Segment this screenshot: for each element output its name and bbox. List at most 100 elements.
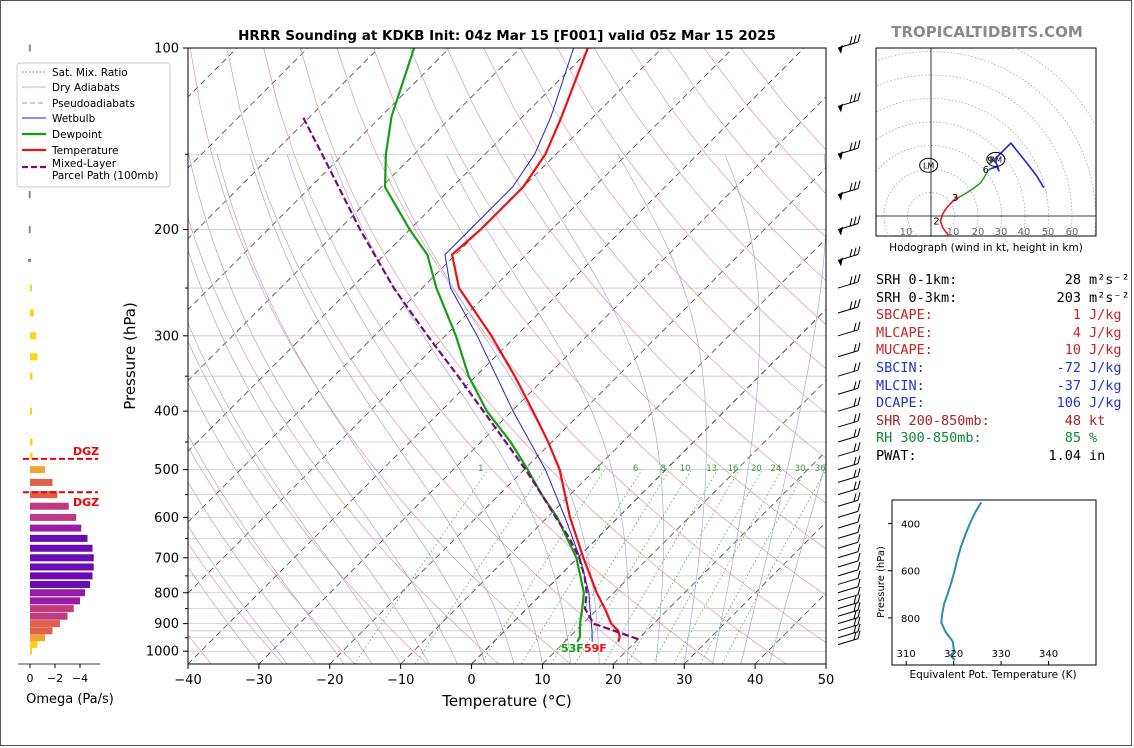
mixing-ratio-label: 1: [478, 464, 483, 474]
wind-barb: [837, 602, 861, 617]
wind-barb-feather: [857, 570, 861, 579]
index-unit: in: [1089, 447, 1106, 464]
wind-barb-feather: [849, 276, 853, 285]
omega-tick-label: −4: [72, 672, 88, 685]
omega-bar: [28, 44, 31, 52]
profile-line-mixed-layer-parcel-path-mb-: [301, 116, 639, 641]
x-tick-label: 10: [534, 673, 551, 688]
index-label: MUCAPE:: [876, 342, 933, 359]
theta-e-y-tick-label: 800: [901, 614, 920, 625]
index-value: 1: [1072, 307, 1081, 324]
wind-barb-feather: [853, 93, 857, 102]
wind-barb-feather: [857, 427, 861, 437]
wind-barb-pennant: [838, 226, 843, 236]
wind-barb-feather: [857, 552, 861, 562]
hodograph-ring-label: 10: [947, 227, 960, 238]
index-unit: %: [1089, 430, 1098, 447]
isotherm-line: [188, 48, 309, 169]
wind-barb: [837, 380, 861, 395]
dry-adiabat-line: [336, 48, 826, 643]
index-value: 85: [1064, 430, 1081, 447]
mixing-ratio-label: 24: [770, 464, 781, 474]
legend-label: Pseudoadiabats: [52, 98, 135, 110]
y-tick-label: 700: [154, 551, 179, 566]
index-unit: J/kg: [1089, 377, 1122, 394]
index-unit: J/kg: [1089, 342, 1122, 359]
wind-barb: [837, 427, 861, 443]
surface-dewpoint-label: 53F: [561, 642, 584, 655]
moist-adiabat-line: [217, 154, 486, 664]
moist-adiabat-line: [740, 154, 826, 664]
wind-barb-staff: [837, 631, 859, 639]
dry-adiabat-line: [446, 48, 826, 504]
wind-barb-staff: [837, 531, 859, 539]
profile-line-dewpoint: [383, 48, 585, 643]
sounding-indices: SRH 0-1km: 28 m²s⁻² SRH 0-3km: 203 m²s⁻² SBCAP…: [876, 272, 1130, 466]
wind-barb-feather: [857, 180, 861, 189]
wind-barb-feather: [853, 595, 857, 604]
omega-panel: DGZ DGZ 0 −2 −4: [18, 44, 100, 685]
y-tick-label: 300: [154, 329, 179, 344]
omega-bar: [30, 620, 60, 628]
moist-adiabat-line: [712, 154, 760, 664]
wind-barb-feather: [857, 543, 861, 552]
wind-barb-feather: [857, 602, 861, 611]
omega-bar: [30, 524, 82, 532]
x-tick-label: 20: [605, 673, 622, 688]
index-value: 28: [1064, 272, 1081, 288]
index-label: RH 300-850mb:: [876, 430, 982, 447]
dry-adiabat-line: [483, 48, 826, 459]
wind-barb-staff: [837, 577, 859, 585]
hodograph-caption: Hodograph (wind in kt, height in km): [889, 242, 1083, 254]
wind-barb-feather: [857, 616, 861, 625]
wind-barb-feather: [857, 623, 861, 632]
legend-label: Sat. Mix. Ratio: [52, 67, 128, 79]
dry-adiabat-line: [188, 446, 356, 664]
wind-barb-feather: [853, 141, 857, 150]
dgz-label: DGZ: [73, 496, 99, 509]
wind-barb: [837, 298, 861, 314]
isotherm-line: [188, 48, 663, 523]
mixing-ratio-label: 13: [706, 464, 717, 474]
wind-barb-pennant: [838, 257, 843, 267]
omega-x-axis-label: Omega (Pa/s): [26, 692, 114, 707]
wind-barb-staff: [837, 387, 859, 395]
wind-barb-staff: [837, 521, 859, 529]
mixing-ratio-label: 30: [795, 464, 806, 474]
x-tick-label: −30: [245, 673, 272, 688]
omega-bar: [30, 612, 68, 620]
wind-barb-feather: [853, 493, 857, 502]
dry-adiabat-line: [188, 340, 428, 664]
wind-barb-feather: [857, 33, 861, 43]
wind-barb-staff: [837, 617, 859, 625]
wind-barb-staff: [837, 350, 859, 358]
moist-adiabat-line: [188, 382, 373, 664]
wind-barb: [837, 561, 861, 577]
wind-barb-feather: [857, 492, 861, 501]
wind-barb-feather: [857, 455, 861, 464]
wind-barb: [837, 524, 861, 539]
wind-barb-feather: [853, 216, 857, 225]
x-tick-label: −20: [316, 673, 343, 688]
wind-barb-feather: [849, 142, 853, 151]
wind-barb-feather: [857, 412, 861, 422]
wind-barb-staff: [837, 624, 859, 632]
wind-barb-staff: [837, 551, 859, 559]
hodograph-ring-label: 20: [972, 227, 985, 238]
mixing-ratio-label: 8: [661, 464, 666, 474]
theta-e-y-tick-label: 400: [901, 520, 920, 531]
hodograph-frame: [875, 47, 1097, 237]
wind-barb-feather: [853, 363, 857, 372]
mixing-ratio-line: [480, 469, 606, 664]
omega-bar: [30, 466, 45, 474]
legend-box: [16, 62, 171, 188]
dry-adiabat-line: [556, 48, 826, 370]
wind-barb-staff: [837, 488, 859, 496]
mixing-ratio-line: [603, 469, 719, 664]
wind-barb-staff: [837, 281, 859, 289]
wind-barb-feather: [857, 513, 861, 523]
theta-e-frame: [891, 499, 1097, 666]
index-unit: kt: [1089, 412, 1106, 429]
hodograph-ring-label: 40: [1018, 227, 1031, 238]
